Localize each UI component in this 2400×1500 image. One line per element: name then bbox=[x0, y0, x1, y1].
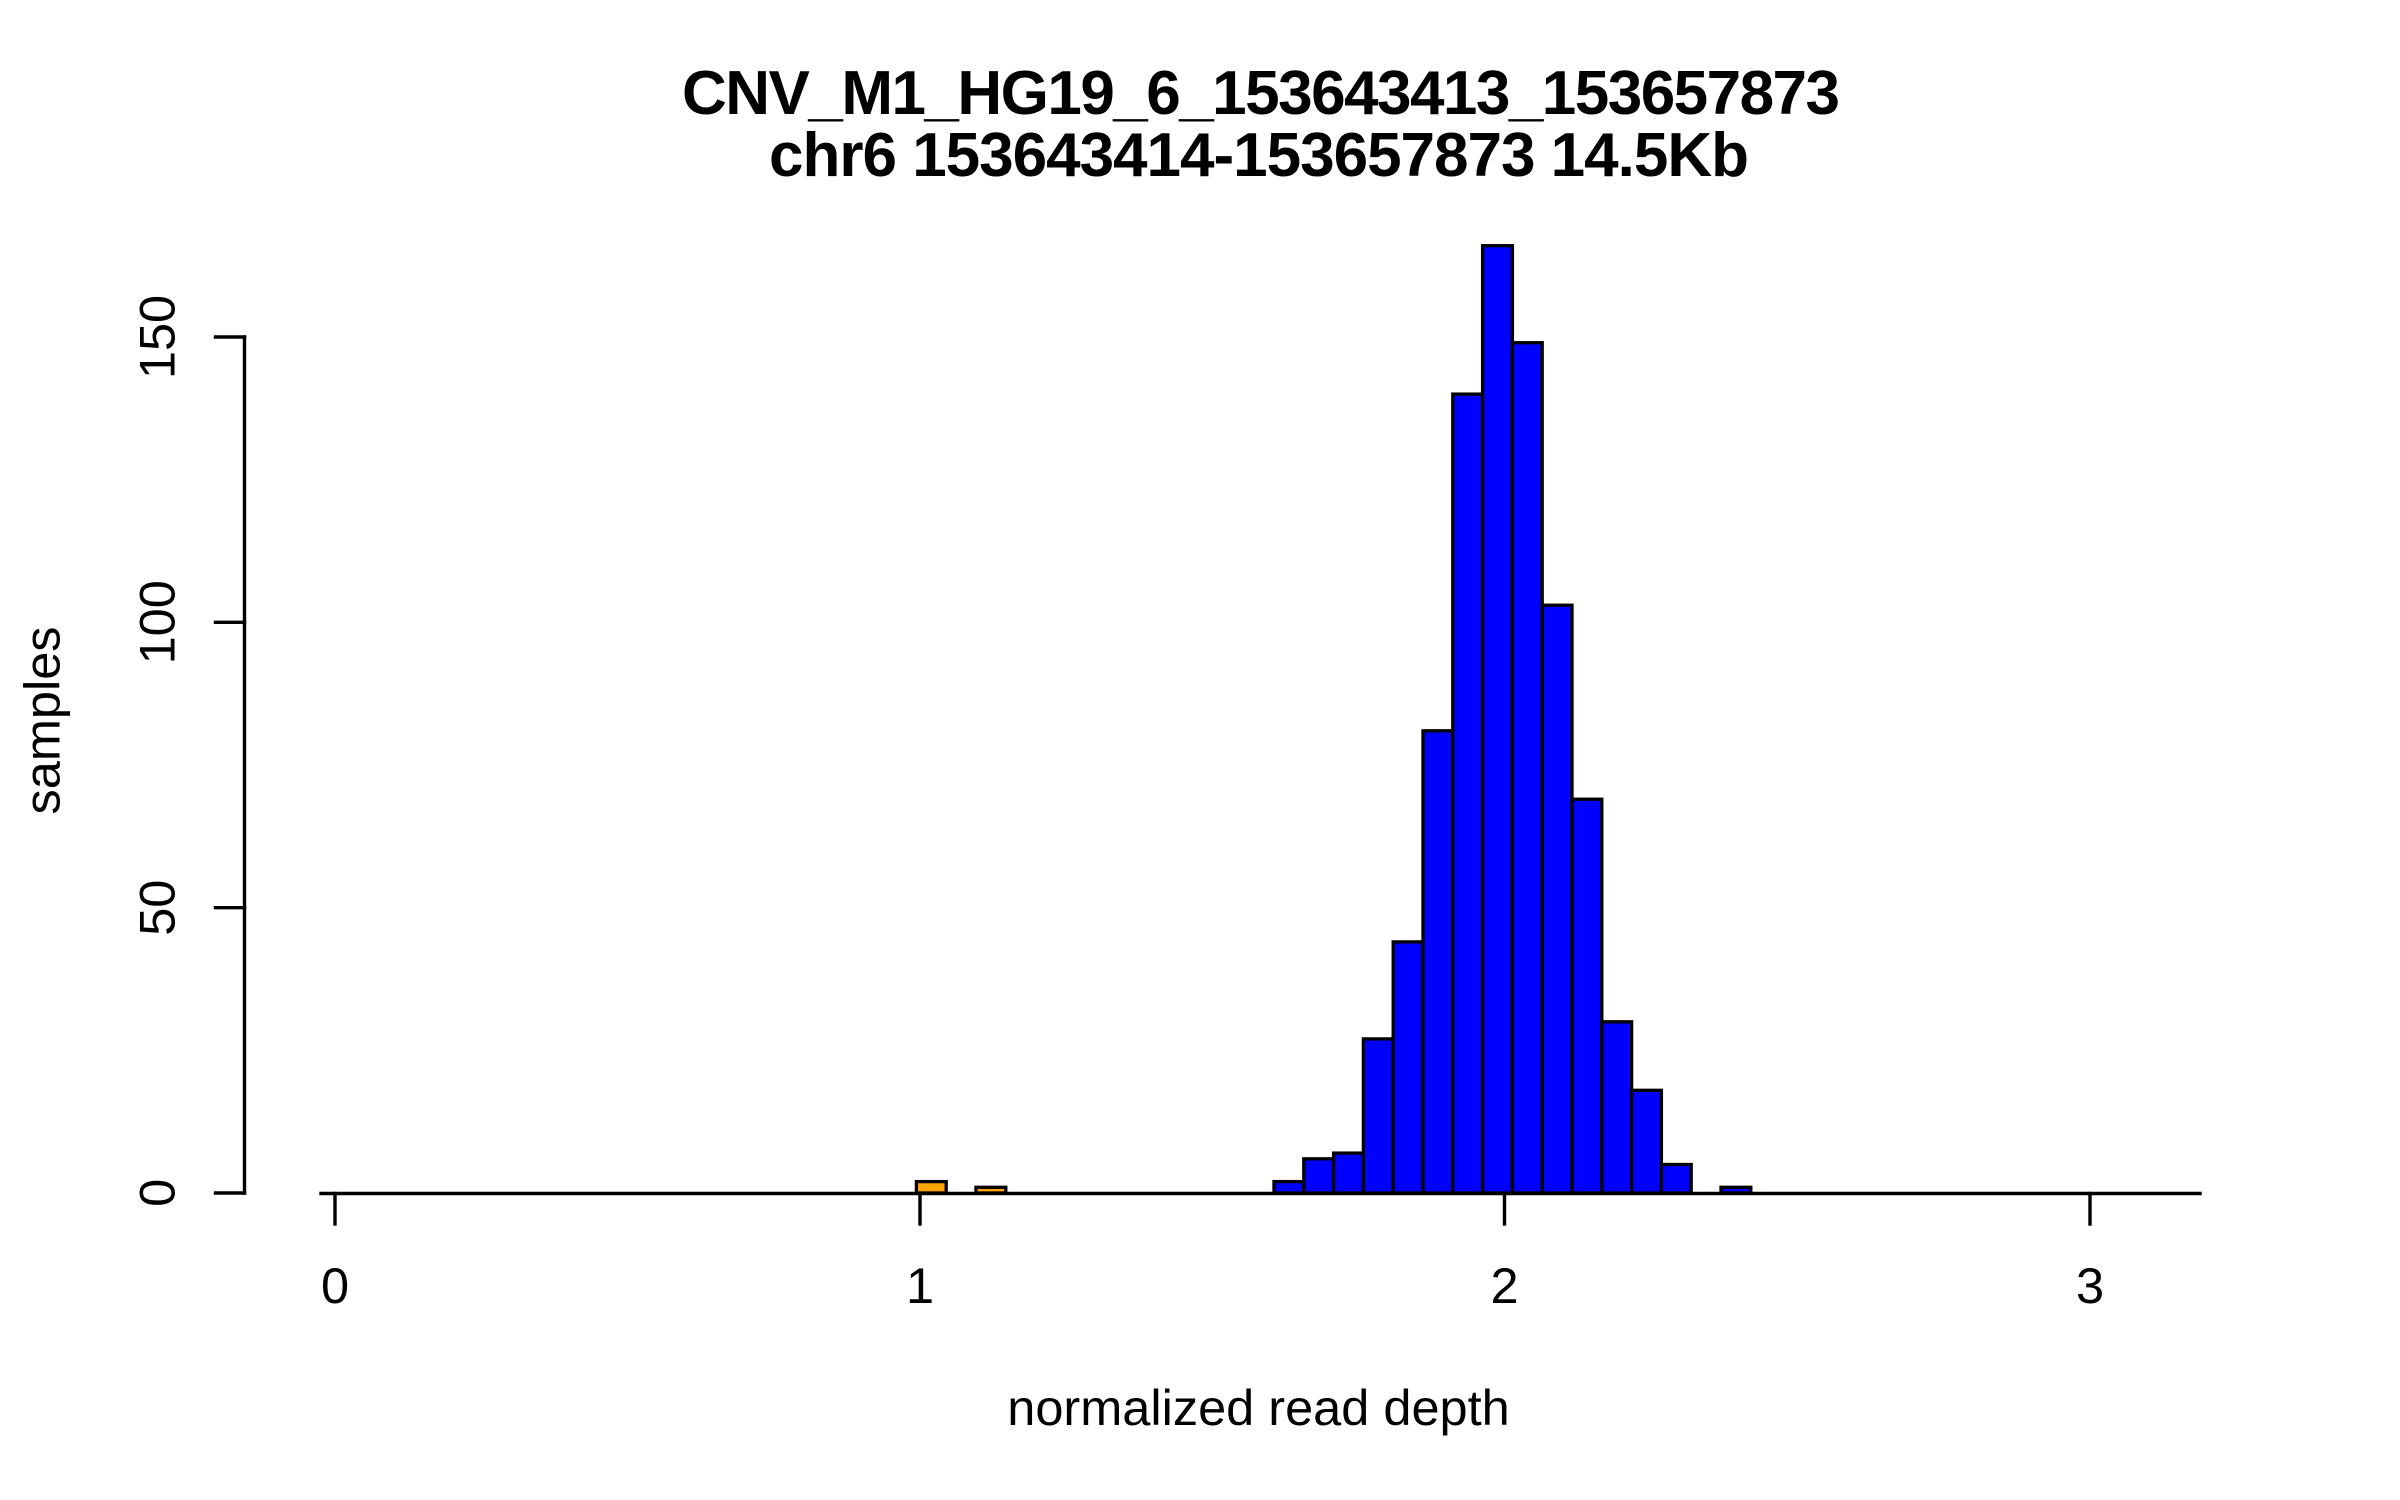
svg-text:samples: samples bbox=[14, 626, 71, 814]
svg-text:1: 1 bbox=[906, 1257, 934, 1314]
svg-text:CNV_M1_HG19_6_153643413_153657: CNV_M1_HG19_6_153643413_153657873 bbox=[682, 59, 1840, 128]
svg-text:2: 2 bbox=[1490, 1257, 1518, 1314]
svg-text:3: 3 bbox=[2076, 1257, 2104, 1314]
svg-text:0: 0 bbox=[129, 1179, 186, 1207]
svg-text:normalized read depth: normalized read depth bbox=[1007, 1379, 1510, 1436]
svg-text:0: 0 bbox=[321, 1257, 349, 1314]
svg-text:chr6 153643414-153657873 14.5K: chr6 153643414-153657873 14.5Kb bbox=[769, 121, 1749, 190]
svg-text:100: 100 bbox=[129, 580, 186, 664]
svg-text:150: 150 bbox=[129, 295, 186, 379]
svg-text:50: 50 bbox=[129, 880, 186, 936]
